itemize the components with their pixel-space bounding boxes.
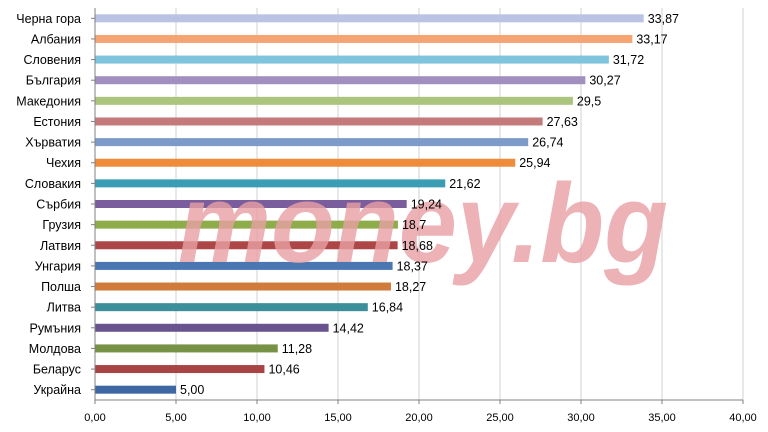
data-label: 18,37: [397, 259, 428, 273]
bar: [95, 344, 278, 353]
category-label: Грузия: [42, 218, 81, 232]
data-label: 31,72: [613, 53, 644, 67]
x-tick-label: 0,00: [84, 412, 105, 424]
bar: [95, 303, 368, 312]
bar: [95, 179, 446, 188]
x-tick-label: 15,00: [324, 412, 352, 424]
category-label: Унгария: [35, 259, 81, 273]
bar: [95, 96, 573, 105]
data-label: 25,94: [519, 156, 550, 170]
data-label: 10,46: [268, 363, 299, 377]
category-label: Чехия: [46, 156, 81, 170]
bar: [95, 282, 391, 291]
category-label: Беларус: [33, 363, 81, 377]
bar: [95, 14, 644, 23]
bar: [95, 241, 398, 250]
bar: [95, 76, 586, 85]
bar: [95, 34, 633, 43]
category-labels: Черна гора Албания Словения България Македон…: [16, 12, 81, 397]
bar: [95, 117, 543, 126]
data-label: 26,74: [532, 136, 563, 150]
data-label: 30,27: [589, 74, 620, 88]
x-tick-label: 30,00: [567, 412, 595, 424]
x-tick-label: 25,00: [486, 412, 514, 424]
data-label: 14,42: [333, 321, 364, 335]
data-label: 18,27: [395, 280, 426, 294]
category-label: България: [26, 74, 81, 88]
data-label: 19,24: [411, 198, 442, 212]
x-axis: 0,00 5,00 10,00 15,00 20,00 25,00 30,00 35,00 40…: [84, 8, 757, 424]
bars: [95, 14, 644, 394]
x-tick-label: 40,00: [729, 412, 757, 424]
data-label: 21,62: [449, 177, 480, 191]
bar: [95, 55, 609, 64]
category-label: Сърбия: [36, 198, 81, 212]
x-tick-label: 20,00: [405, 412, 433, 424]
gridlines: [94, 8, 744, 400]
category-label: Полша: [41, 280, 81, 294]
category-label: Молдова: [29, 342, 81, 356]
value-labels: 33,87 33,17 31,72 30,27 29,5 27,63 26,74 25,94 2…: [180, 12, 679, 397]
data-label: 16,84: [372, 301, 403, 315]
bar: [95, 365, 265, 374]
bar: [95, 138, 529, 147]
data-label: 33,87: [648, 12, 679, 26]
data-label: 29,5: [577, 94, 601, 108]
x-tick-label: 35,00: [648, 412, 676, 424]
data-label: 33,17: [636, 32, 667, 46]
bar: [95, 261, 393, 270]
bar: [95, 220, 398, 229]
category-label: Македония: [16, 94, 81, 108]
category-label: Хърватия: [25, 136, 81, 150]
bar: [95, 385, 176, 394]
category-label: Украйна: [33, 383, 81, 397]
category-label: Черна гора: [16, 12, 81, 26]
category-label: Словения: [23, 53, 81, 67]
bar: [95, 158, 516, 167]
bar: [95, 200, 407, 208]
data-label: 11,28: [282, 342, 312, 356]
data-label: 18,68: [402, 239, 433, 253]
x-tick-label: 5,00: [165, 412, 186, 424]
category-label: Латвия: [40, 239, 81, 253]
category-label: Естония: [33, 115, 81, 129]
data-label: 5,00: [180, 383, 204, 397]
watermark: money.bg: [178, 161, 668, 286]
x-tick-label: 10,00: [243, 412, 271, 424]
category-label: Албания: [31, 32, 81, 46]
data-label: 18,7: [402, 218, 426, 232]
data-label: 27,63: [547, 115, 578, 129]
category-label: Румъния: [29, 321, 81, 335]
bar: [95, 323, 329, 332]
category-label: Литва: [47, 301, 81, 315]
category-label: Словакия: [25, 177, 81, 191]
